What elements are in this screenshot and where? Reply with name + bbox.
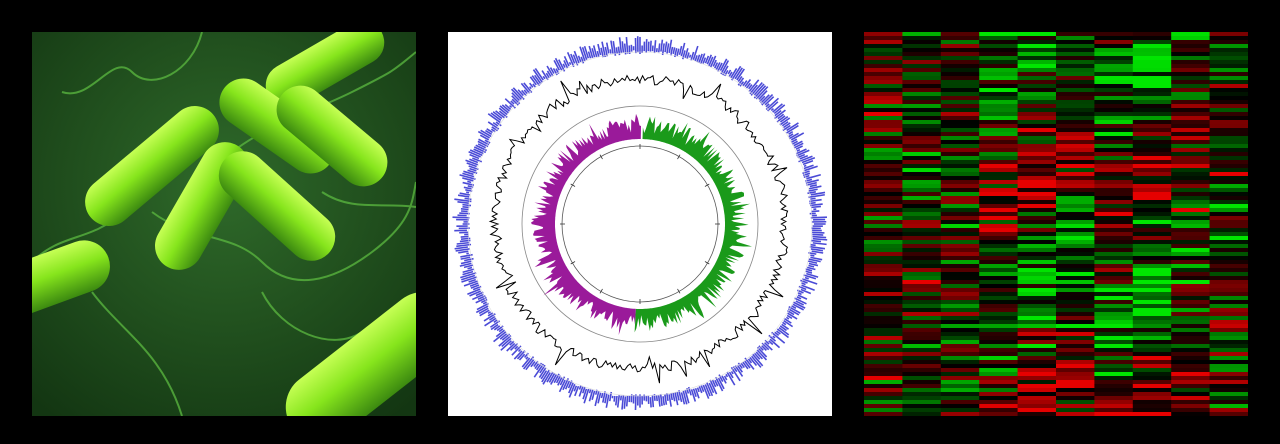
gc-skew-positive [634, 116, 752, 333]
circular-genome-map [448, 32, 832, 416]
reference-circle [521, 105, 759, 343]
gc-content-track [488, 74, 789, 384]
heatmap-svg [864, 32, 1248, 416]
scale-ticks [560, 144, 720, 304]
expression-heatmap [864, 32, 1248, 416]
bacteria-cells [32, 32, 416, 416]
gc-skew-negative [531, 113, 641, 336]
bacteria-illustration [32, 32, 416, 416]
inner-scale-circle [561, 145, 719, 303]
bacteria-image [32, 32, 416, 416]
gene-ring [452, 36, 828, 411]
genome-map-svg [452, 36, 828, 411]
